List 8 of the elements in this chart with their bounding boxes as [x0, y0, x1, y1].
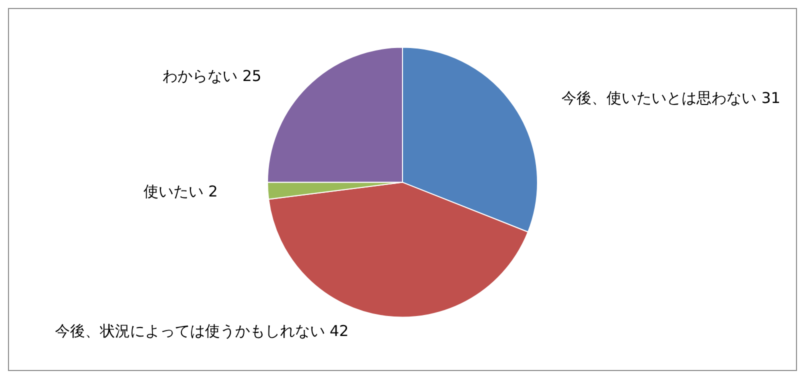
slice-label: 今後、状況によっては使うかもしれない	[54, 322, 325, 340]
data-label: 2	[208, 182, 218, 201]
data-label: 42	[330, 322, 349, 340]
slice-label: わからない	[162, 67, 238, 86]
slice-label: 使いたい	[143, 182, 204, 201]
data-label: 31	[761, 88, 780, 107]
data-label: 25	[242, 67, 262, 86]
slice-label: 今後、使いたいとは思わない	[562, 88, 757, 107]
